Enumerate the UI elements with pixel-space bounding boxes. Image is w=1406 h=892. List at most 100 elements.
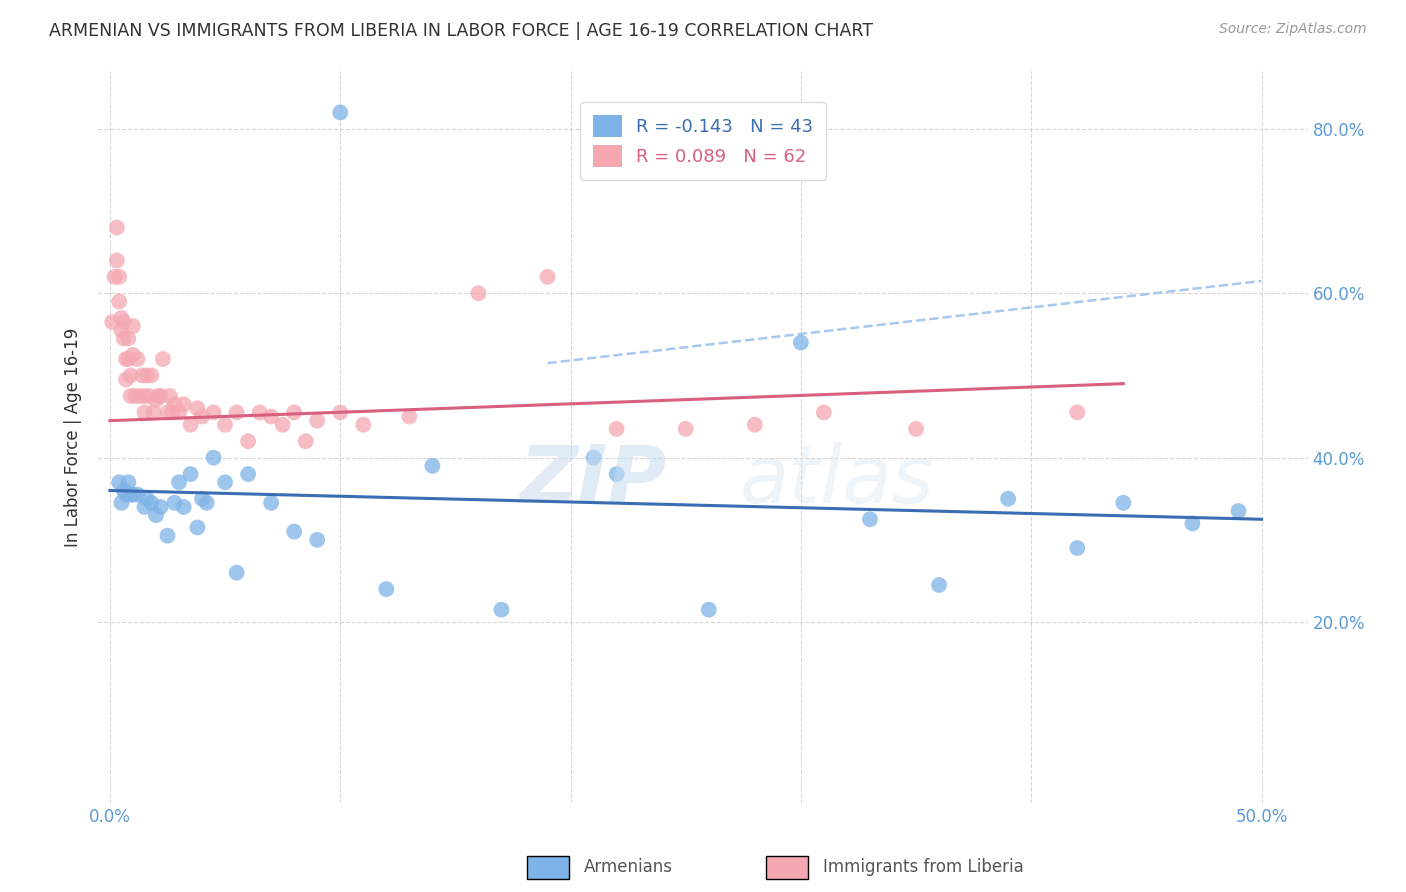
Point [160,405,183,419]
Point [202,405,225,419]
Point [1066,405,1088,419]
Point [159,389,181,403]
Point [156,529,179,543]
Text: Armenians: Armenians [583,858,672,876]
Point [582,450,605,465]
Point [606,467,628,481]
Point [329,105,352,120]
Point [149,389,172,403]
Point [202,450,225,465]
Point [859,512,882,526]
Point [103,269,125,284]
Point [997,491,1019,506]
Point [606,422,628,436]
Point [110,496,132,510]
Point [122,348,145,362]
Point [813,405,835,419]
Point [117,351,139,366]
Point [141,368,163,383]
Point [105,253,128,268]
Point [294,434,316,449]
Point [145,393,167,408]
Point [214,417,236,432]
Point [697,602,720,616]
Point [108,294,131,309]
Point [173,397,195,411]
Point [675,422,697,436]
Point [115,487,138,501]
Point [120,487,142,501]
Point [536,269,558,284]
Point [214,475,236,490]
Point [167,475,190,490]
Point [307,533,329,547]
Point [167,405,190,419]
Point [1066,541,1088,555]
Point [134,389,156,403]
Point [127,351,149,366]
Point [142,405,165,419]
Point [225,566,247,580]
Point [329,405,352,419]
Point [283,524,305,539]
Point [283,405,305,419]
Point [186,520,208,534]
Point [352,417,374,432]
Point [180,467,202,481]
Point [467,286,489,301]
Point [236,434,259,449]
Point [148,389,170,403]
Point [145,508,167,523]
Point [191,491,214,506]
Point [135,491,157,506]
Text: ZIP: ZIP [519,442,666,520]
Point [249,405,271,419]
Point [120,389,142,403]
Point [105,220,128,235]
Point [156,405,179,419]
Point [1112,496,1135,510]
Point [112,315,135,329]
Point [120,368,142,383]
Point [138,389,160,403]
Point [112,483,135,498]
Point [115,351,138,366]
Point [117,331,139,345]
Point [122,487,145,501]
Point [115,373,138,387]
Point [134,500,156,514]
Point [236,467,259,481]
Point [124,389,146,403]
Point [112,331,135,345]
Point [375,582,398,596]
Point [928,578,950,592]
Point [491,602,513,616]
Point [108,269,131,284]
Point [260,409,283,424]
Point [422,458,444,473]
Point [307,414,329,428]
Point [1181,516,1204,531]
Point [152,351,174,366]
Point [398,409,420,424]
Point [110,323,132,337]
Point [131,368,153,383]
Point [108,475,131,490]
Point [173,500,195,514]
Legend: R = -0.143   N = 43, R = 0.089   N = 62: R = -0.143 N = 43, R = 0.089 N = 62 [581,103,825,180]
Text: atlas: atlas [740,442,934,520]
Point [744,417,766,432]
Point [271,417,294,432]
Point [225,405,247,419]
Text: Source: ZipAtlas.com: Source: ZipAtlas.com [1219,22,1367,37]
Point [186,401,208,416]
Text: Immigrants from Liberia: Immigrants from Liberia [823,858,1024,876]
Point [1227,504,1250,518]
Point [905,422,928,436]
Text: ARMENIAN VS IMMIGRANTS FROM LIBERIA IN LABOR FORCE | AGE 16-19 CORRELATION CHART: ARMENIAN VS IMMIGRANTS FROM LIBERIA IN L… [49,22,873,40]
Point [195,496,218,510]
Point [135,368,157,383]
Point [128,389,150,403]
Point [790,335,813,350]
Point [117,475,139,490]
